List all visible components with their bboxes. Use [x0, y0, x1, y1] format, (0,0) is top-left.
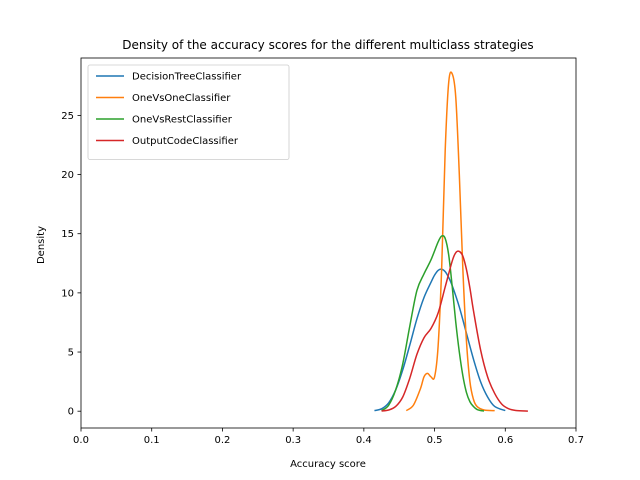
y-tick-label: 20: [61, 170, 74, 181]
x-tick-label: 0.2: [214, 435, 230, 446]
x-tick-label: 0.0: [73, 435, 89, 446]
x-tick-label: 0.5: [427, 435, 443, 446]
legend-label-onevsoneclassifier: OneVsOneClassifier: [132, 93, 231, 104]
x-axis-label: Accuracy score: [290, 459, 366, 470]
axes-frame: [80, 57, 577, 429]
legend-box: [87, 64, 290, 160]
x-tick-label: 0.1: [144, 435, 160, 446]
y-tick-label: 15: [61, 229, 74, 240]
y-axis-label: Density: [36, 226, 47, 264]
y-tick-label: 5: [68, 348, 74, 359]
series-line-onevsrestclassifier: [381, 234, 485, 412]
x-tick-label: 0.4: [356, 435, 372, 446]
series-line-outputcodeclassifier: [381, 250, 528, 412]
y-tick-label: 0: [68, 407, 74, 418]
chart-title: Density of the accuracy scores for the d…: [122, 38, 533, 52]
legend-label-decisiontreeclassifier: DecisionTreeClassifier: [132, 72, 242, 83]
series-line-onevsoneclassifier: [405, 71, 495, 412]
x-tick-label: 0.3: [285, 435, 301, 446]
legend-label-outputcodeclassifier: OutputCodeClassifier: [132, 136, 239, 147]
y-tick-label: 25: [61, 111, 74, 122]
y-tick-label: 10: [61, 288, 74, 299]
x-tick-label: 0.6: [497, 435, 513, 446]
legend-label-onevsrestclassifier: OneVsRestClassifier: [132, 115, 233, 126]
plot-area: 0.0 0.1 0.2 0.3 0.4 0.5 0.6 0.7 0 5 10 15 20 25 Decisi…: [61, 57, 584, 446]
x-tick-label: 0.7: [568, 435, 584, 446]
